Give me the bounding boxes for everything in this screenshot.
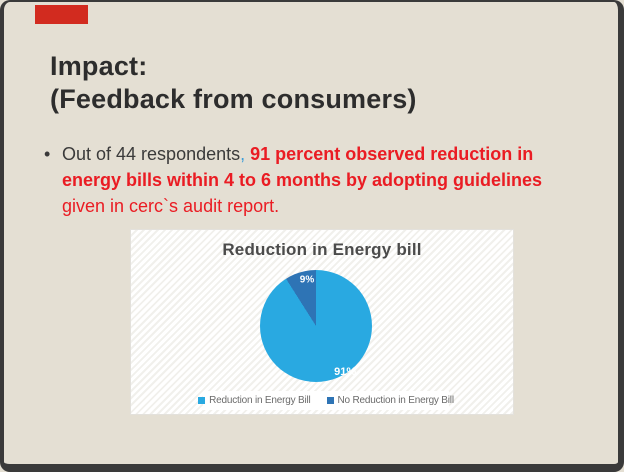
legend-item-2: No Reduction in Energy Bill — [326, 395, 455, 406]
bullet-segment: Out of 44 respondents — [62, 144, 241, 164]
bullet-line-1: Out of 44 respondents, 91 percent observ… — [62, 141, 542, 167]
bullet-marker: • — [44, 144, 51, 164]
chart-legend: Reduction in Energy Bill No Reduction in … — [198, 391, 454, 410]
legend-label: Reduction in Energy Bill — [209, 395, 311, 406]
slide-title-line-1: Impact: — [50, 51, 148, 81]
legend-swatch-icon — [198, 397, 206, 404]
legend-swatch-icon — [326, 397, 334, 404]
bullet-text: Out of 44 respondents, 91 percent observ… — [62, 141, 542, 219]
pie-label-91-percent: 91% — [334, 365, 357, 378]
corner-accent-rectangle — [35, 5, 88, 24]
legend-item-1: Reduction in Energy Bill — [198, 395, 311, 406]
slide-title-line-2: (Feedback from consumers) — [50, 84, 417, 114]
bullet-segment: , — [240, 144, 246, 164]
chart-title: Reduction in Energy bill — [222, 240, 422, 259]
pie-label-9-percent: 9% — [299, 274, 315, 286]
slide-title: Impact: (Feedback from consumers) — [50, 50, 570, 116]
bullet-paragraph: • Out of 44 respondents, 91 percent obse… — [44, 141, 584, 219]
legend-label: No Reduction in Energy Bill — [337, 395, 455, 406]
bullet-segment: given in cerc`s audit report. — [62, 196, 280, 216]
bullet-segment: 91 percent observed reduction in — [250, 144, 534, 164]
pie-chart: 9% 91% — [260, 270, 372, 382]
bullet-line-2: energy bills within 4 to 6 months by ado… — [62, 167, 542, 193]
chart-panel: Reduction in Energy bill 9% 91% Reductio… — [130, 229, 514, 415]
bullet-line-3: given in cerc`s audit report. — [62, 193, 542, 219]
bullet-segment: energy bills within 4 to 6 months by ado… — [62, 170, 543, 190]
